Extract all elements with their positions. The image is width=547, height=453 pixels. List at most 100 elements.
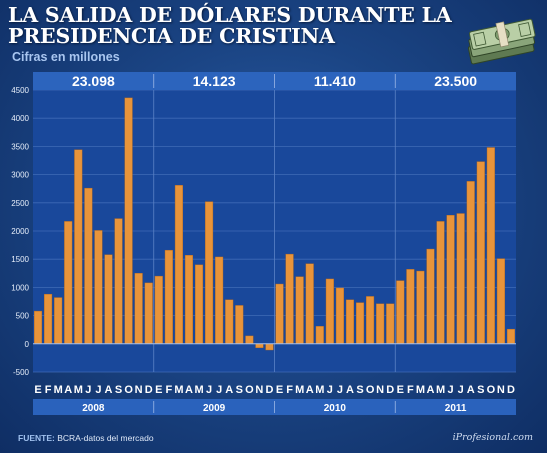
- month-label: M: [74, 384, 83, 396]
- bar: [366, 296, 375, 345]
- month-label: O: [366, 384, 375, 396]
- month-label: O: [124, 384, 133, 396]
- bar: [74, 149, 83, 345]
- y-tick-label: 2000: [11, 227, 29, 236]
- bar: [376, 303, 385, 345]
- month-label: J: [337, 384, 343, 396]
- month-label: J: [216, 384, 222, 396]
- bar: [356, 302, 365, 344]
- month-label: N: [497, 384, 505, 396]
- chart-subtitle: Cifras en millones: [12, 50, 120, 64]
- month-label: F: [407, 384, 414, 396]
- month-label: E: [397, 384, 404, 396]
- bar: [144, 282, 153, 344]
- month-label: A: [64, 384, 72, 396]
- month-label: M: [315, 384, 324, 396]
- bar: [476, 161, 485, 345]
- month-label: S: [356, 384, 363, 396]
- source-label: FUENTE:: [18, 433, 55, 443]
- month-label: E: [276, 384, 283, 396]
- bar: [164, 249, 173, 344]
- bar: [114, 218, 123, 344]
- y-tick-label: 3500: [11, 142, 29, 151]
- bar: [466, 181, 475, 345]
- year-total-label: 23.098: [72, 73, 115, 89]
- bar: [195, 264, 204, 344]
- y-tick-label: 1000: [11, 283, 29, 292]
- month-label: E: [34, 384, 41, 396]
- bar: [245, 335, 254, 344]
- month-label: D: [145, 384, 153, 396]
- month-label: F: [165, 384, 172, 396]
- bar: [285, 253, 294, 344]
- month-label: F: [286, 384, 293, 396]
- bar: [436, 221, 445, 345]
- month-label: F: [45, 384, 52, 396]
- month-label: O: [245, 384, 254, 396]
- credit-text: iProfesional.com: [452, 432, 533, 443]
- month-label: J: [327, 384, 333, 396]
- bar: [486, 147, 495, 345]
- bar: [275, 283, 284, 344]
- bar: [295, 276, 304, 344]
- month-label: A: [104, 384, 112, 396]
- month-label: J: [206, 384, 212, 396]
- month-label: S: [477, 384, 484, 396]
- bar: [446, 215, 455, 344]
- month-label: A: [346, 384, 354, 396]
- bar: [396, 280, 405, 344]
- bar: [64, 221, 73, 345]
- year-total-label: 14.123: [193, 73, 236, 89]
- bar: [315, 326, 324, 345]
- month-label: N: [135, 384, 143, 396]
- money-stack-icon: [467, 18, 536, 65]
- bar: [94, 230, 103, 345]
- month-label: E: [155, 384, 162, 396]
- month-label: A: [225, 384, 233, 396]
- month-label: M: [436, 384, 445, 396]
- month-label: M: [194, 384, 203, 396]
- bar: [416, 270, 425, 345]
- bar: [426, 248, 435, 345]
- month-label: N: [255, 384, 263, 396]
- y-tick-label: 1500: [11, 255, 29, 264]
- month-label: J: [448, 384, 454, 396]
- year-label: 2010: [324, 403, 347, 414]
- y-tick-label: 2500: [11, 199, 29, 208]
- y-tick-label: 4000: [11, 114, 29, 123]
- month-label: S: [115, 384, 122, 396]
- month-label: A: [426, 384, 434, 396]
- bar: [305, 263, 314, 345]
- bar: [124, 97, 133, 345]
- year-total-label: 11.410: [314, 73, 356, 89]
- bar: [134, 273, 143, 344]
- y-tick-label: 500: [16, 312, 30, 321]
- bar: [44, 293, 53, 344]
- bar: [265, 343, 274, 351]
- year-label: 2011: [445, 403, 467, 414]
- y-tick-label: 0: [25, 340, 30, 349]
- bar: [215, 256, 224, 345]
- month-label: A: [306, 384, 314, 396]
- month-label: J: [85, 384, 91, 396]
- year-label: 2009: [203, 403, 226, 414]
- bar: [174, 185, 183, 344]
- year-total-label: 23.500: [434, 73, 477, 89]
- bar: [84, 187, 93, 345]
- bar: [345, 299, 354, 345]
- bar: [54, 297, 63, 345]
- month-label: O: [487, 384, 496, 396]
- bar: [235, 305, 244, 344]
- bar: [34, 310, 43, 345]
- bar: [205, 201, 214, 345]
- bar: [225, 299, 234, 345]
- month-label: D: [265, 384, 273, 396]
- bar: [335, 287, 344, 344]
- bar: [506, 328, 515, 344]
- month-label: A: [185, 384, 193, 396]
- bar: [456, 213, 465, 345]
- month-label: M: [174, 384, 183, 396]
- y-tick-label: -500: [13, 368, 30, 377]
- month-label: M: [54, 384, 63, 396]
